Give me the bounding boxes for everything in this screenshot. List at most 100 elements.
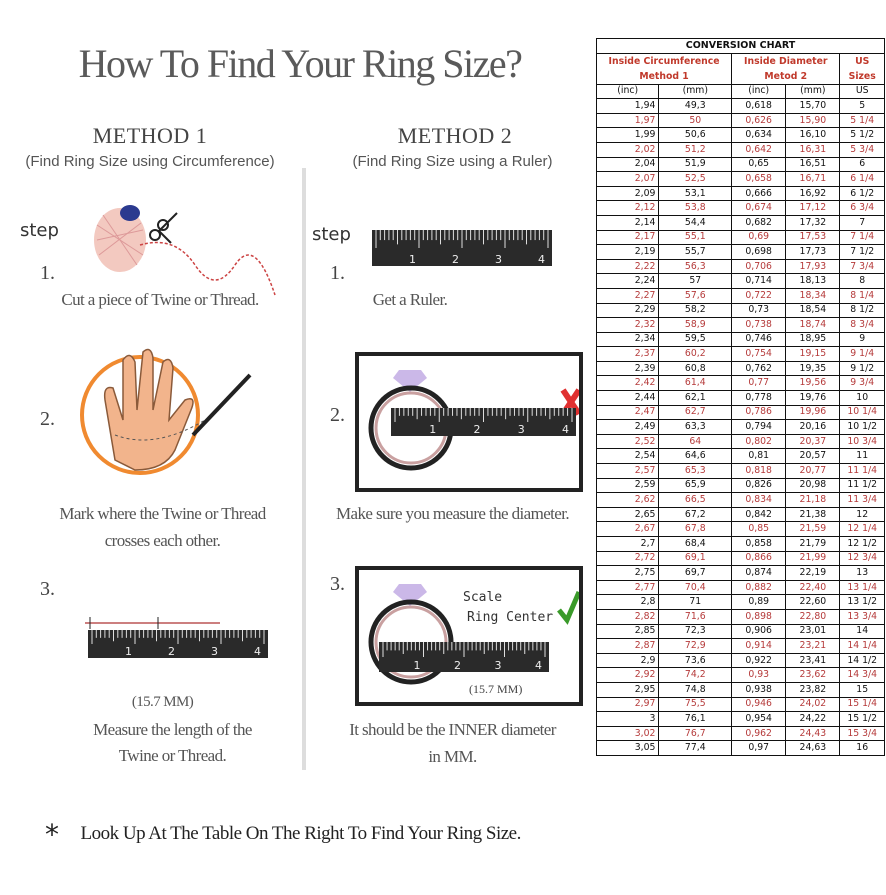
table-cell: 2,9 — [595, 652, 660, 669]
ruler-label: 4 — [254, 645, 261, 658]
table-cell: 0,642 — [731, 141, 787, 158]
table-cell: 20,77 — [785, 463, 841, 479]
table-cell: 2,07 — [595, 171, 660, 187]
table-cell: 12 1/2 — [839, 536, 885, 552]
table-cell: 18,95 — [785, 331, 841, 348]
table-row: 2,17 55,1 0,69 17,53 7 1/4 — [595, 229, 885, 246]
table-cell: 9 3/4 — [839, 375, 885, 392]
page-title: How To Find Your Ring Size? — [78, 41, 523, 86]
table-cell: 21,38 — [785, 506, 841, 523]
table-cell: 16,92 — [785, 185, 841, 202]
method2-step2-number: 2. — [330, 404, 345, 426]
table-cell: 7 1/4 — [839, 229, 885, 246]
table-cell: 2,95 — [595, 681, 660, 698]
table-cell: 6 1/2 — [839, 185, 885, 202]
table-cell: 22,60 — [785, 594, 841, 610]
table-cell: 16,31 — [785, 141, 841, 158]
table-cell: 0,778 — [731, 390, 787, 406]
table-cell: 65,3 — [658, 463, 733, 479]
table-cell: 0,93 — [731, 667, 787, 683]
table-row: 2,57 65,3 0,818 20,77 11 1/4 — [595, 463, 885, 479]
table-cell: 2,37 — [595, 346, 660, 362]
table-cell: 54,4 — [658, 214, 733, 231]
group-header-us-sizes: US Sizes — [839, 52, 885, 85]
table-cell: 0,666 — [731, 185, 787, 202]
subheader-cell: (mm) — [658, 83, 733, 100]
table-cell: 0,802 — [731, 433, 787, 450]
table-cell: 76,7 — [658, 725, 733, 742]
table-cell: 2,29 — [595, 302, 660, 319]
ruler-label: 3 — [211, 645, 218, 658]
table-cell: 69,7 — [658, 565, 733, 581]
table-cell: 0,626 — [731, 112, 787, 129]
ruler-label: 1 — [409, 253, 416, 266]
table-row: 2,7 68,4 0,858 21,79 12 1/2 — [595, 536, 885, 552]
table-cell: 0,754 — [731, 346, 787, 362]
table-cell: 0,89 — [731, 594, 787, 610]
table-cell: 66,5 — [658, 492, 733, 508]
table-cell: 72,3 — [658, 623, 733, 640]
table-cell: 65,9 — [658, 477, 733, 494]
table-cell: 12 3/4 — [839, 550, 885, 567]
ruler-label: 3 — [495, 253, 502, 266]
table-cell: 59,5 — [658, 331, 733, 348]
table-cell: 1,97 — [595, 112, 660, 129]
table-cell: 23,21 — [785, 638, 841, 654]
table-row: 2,02 51,2 0,642 16,31 5 3/4 — [595, 141, 885, 158]
group-header-diameter: Inside Diameter Metod 2 — [731, 52, 841, 85]
table-cell: 15 — [839, 681, 885, 698]
table-cell: 51,9 — [658, 156, 733, 173]
table-row: 3,02 76,7 0,962 24,43 15 3/4 — [595, 725, 885, 742]
ruler-label: 1 — [125, 645, 132, 658]
table-cell: 8 3/4 — [839, 317, 885, 333]
table-cell: 19,56 — [785, 375, 841, 392]
table-cell: 6 — [839, 156, 885, 173]
ruler-label: 4 — [538, 253, 545, 266]
table-cell: 50 — [658, 112, 733, 129]
table-cell: 12 — [839, 506, 885, 523]
table-cell: 2,7 — [595, 536, 660, 552]
table-row: 2,42 61,4 0,77 19,56 9 3/4 — [595, 375, 885, 392]
table-cell: 2,65 — [595, 506, 660, 523]
table-cell: 2,44 — [595, 390, 660, 406]
table-cell: 7 3/4 — [839, 258, 885, 275]
method1-subtitle: (Find Ring Size using Circumference) — [25, 153, 275, 170]
table-cell: 72,9 — [658, 638, 733, 654]
table-cell: 0,706 — [731, 258, 787, 275]
table-cell: 6 3/4 — [839, 200, 885, 216]
table-row: 2,49 63,3 0,794 20,16 10 1/2 — [595, 419, 885, 435]
table-cell: 8 — [839, 273, 885, 289]
ring-measure-wrong-box: 1 2 3 4 — [355, 352, 583, 492]
table-cell: 6 1/4 — [839, 171, 885, 187]
table-row: 2,65 67,2 0,842 21,38 12 — [595, 506, 885, 523]
table-cell: 0,834 — [731, 492, 787, 508]
table-cell: 1,94 — [595, 98, 660, 114]
table-cell: 2,02 — [595, 141, 660, 158]
table-cell: 8 1/2 — [839, 302, 885, 319]
table-cell: 23,01 — [785, 623, 841, 640]
table-row: 2,67 67,8 0,85 21,59 12 1/4 — [595, 521, 885, 537]
table-cell: 14 3/4 — [839, 667, 885, 683]
method1-step1-text: Cut a piece of Twine or Thread. — [61, 290, 259, 309]
table-cell: 68,4 — [658, 536, 733, 552]
table-cell: 19,76 — [785, 390, 841, 406]
table-cell: 24,43 — [785, 725, 841, 742]
table-row: 2,39 60,8 0,762 19,35 9 1/2 — [595, 360, 885, 377]
subheader-cell: (mm) — [785, 83, 841, 100]
table-cell: 14 — [839, 623, 885, 640]
table-cell: 56,3 — [658, 258, 733, 275]
table-cell: 19,35 — [785, 360, 841, 377]
table-cell: 2,72 — [595, 550, 660, 567]
ruler-label: 4 — [562, 423, 569, 436]
table-cell: 49,3 — [658, 98, 733, 114]
table-cell: 0,658 — [731, 171, 787, 187]
table-cell: 19,96 — [785, 404, 841, 421]
table-cell: 0,682 — [731, 214, 787, 231]
table-cell: 67,2 — [658, 506, 733, 523]
table-cell: 0,65 — [731, 156, 787, 173]
table-cell: 12 1/4 — [839, 521, 885, 537]
method1-step3-number: 3. — [40, 578, 55, 600]
ruler-label: 2 — [168, 645, 175, 658]
table-cell: 18,34 — [785, 287, 841, 304]
table-cell: 2,87 — [595, 638, 660, 654]
